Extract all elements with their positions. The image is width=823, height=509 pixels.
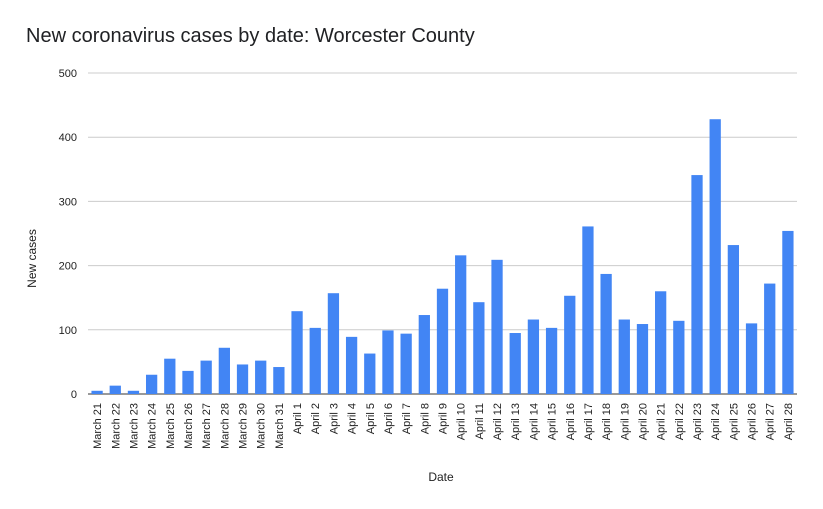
- bar: [109, 385, 121, 394]
- x-tick-label: April 5: [365, 403, 377, 434]
- bar: [345, 336, 358, 394]
- bar: [364, 353, 376, 394]
- x-tick-label: March 27: [201, 403, 213, 449]
- bars: [91, 119, 794, 394]
- bar: [164, 358, 176, 394]
- bar: [709, 119, 721, 394]
- y-tick-label: 300: [59, 196, 77, 208]
- bar: [600, 273, 612, 394]
- bar: [582, 226, 594, 394]
- bar: [473, 302, 485, 394]
- y-tick-label: 500: [59, 68, 77, 80]
- bar: [418, 315, 430, 394]
- bar: [509, 333, 521, 394]
- bar: [127, 390, 140, 394]
- bar: [255, 360, 267, 394]
- x-axis-ticks: March 21 March 22 March 23 March 24 March 25…: [92, 403, 795, 449]
- x-tick-label: April 1: [292, 403, 304, 434]
- x-tick-label: April 16: [565, 403, 577, 440]
- x-tick-label: April 4: [347, 403, 359, 434]
- x-tick-label: April 11: [474, 403, 486, 439]
- y-axis-title: New cases: [25, 229, 39, 288]
- y-tick-label: 0: [71, 389, 77, 401]
- x-tick-label: April 15: [547, 403, 559, 440]
- x-tick-label: March 30: [256, 403, 268, 449]
- bar: [327, 293, 340, 394]
- bar: [218, 347, 230, 394]
- x-tick-label: March 29: [238, 403, 250, 449]
- x-tick-label: March 25: [165, 403, 177, 449]
- bar: [145, 374, 158, 394]
- x-tick-label: April 2: [310, 403, 322, 434]
- x-tick-label: April 13: [510, 403, 522, 440]
- bar: [491, 259, 503, 394]
- bar: [727, 245, 740, 394]
- bar: [673, 320, 685, 394]
- x-tick-label: April 7: [401, 403, 413, 434]
- bar: [545, 327, 558, 394]
- chart-title: New coronavirus cases by date: Worcester…: [26, 25, 475, 47]
- bar: [91, 390, 103, 394]
- x-tick-label: April 18: [601, 403, 613, 440]
- bar: [236, 364, 249, 394]
- x-tick-label: March 22: [110, 403, 122, 449]
- bar: [182, 370, 194, 394]
- x-tick-label: March 24: [147, 403, 159, 449]
- y-axis-ticks: 0 100 200 300 400 500: [59, 68, 77, 401]
- x-tick-label: April 25: [728, 403, 740, 440]
- x-tick-label: April 21: [656, 403, 668, 440]
- y-tick-label: 400: [59, 132, 77, 144]
- x-tick-label: March 21: [92, 403, 104, 449]
- bar: [527, 319, 540, 394]
- y-tick-label: 200: [59, 261, 77, 273]
- bar: [764, 283, 776, 394]
- bar: [745, 323, 758, 394]
- x-tick-label: April 27: [765, 403, 777, 440]
- x-tick-label: April 14: [528, 403, 540, 440]
- x-tick-label: March 23: [128, 403, 140, 449]
- x-tick-label: April 23: [692, 403, 704, 440]
- bar: [400, 333, 412, 394]
- x-tick-label: April 19: [619, 403, 631, 440]
- bar: [436, 288, 449, 394]
- x-tick-label: March 31: [274, 403, 286, 449]
- x-tick-label: April 9: [438, 403, 450, 434]
- bar: [273, 367, 285, 394]
- bar: [782, 230, 794, 394]
- x-tick-label: April 24: [710, 403, 722, 440]
- x-tick-label: April 26: [747, 403, 759, 440]
- bar: [655, 291, 667, 394]
- x-tick-label: April 10: [456, 403, 468, 440]
- bar: [691, 175, 703, 394]
- x-tick-label: April 6: [383, 403, 395, 434]
- bar: [636, 324, 649, 394]
- x-tick-label: April 3: [328, 403, 340, 434]
- x-axis-title: Date: [428, 470, 454, 484]
- x-tick-label: April 22: [674, 403, 686, 440]
- bar: [291, 311, 303, 394]
- x-tick-label: April 8: [419, 403, 431, 434]
- x-tick-label: April 20: [637, 403, 649, 440]
- bar: [455, 255, 467, 394]
- x-tick-label: March 28: [219, 403, 231, 449]
- y-tick-label: 100: [59, 325, 77, 337]
- bar: [382, 330, 394, 394]
- x-tick-label: April 28: [783, 403, 795, 440]
- bar: [618, 319, 630, 394]
- x-tick-label: April 12: [492, 403, 504, 440]
- bar: [200, 360, 212, 394]
- bar: [564, 295, 576, 394]
- x-tick-label: March 26: [183, 403, 195, 449]
- x-tick-label: April 17: [583, 403, 595, 440]
- bar: [309, 327, 321, 394]
